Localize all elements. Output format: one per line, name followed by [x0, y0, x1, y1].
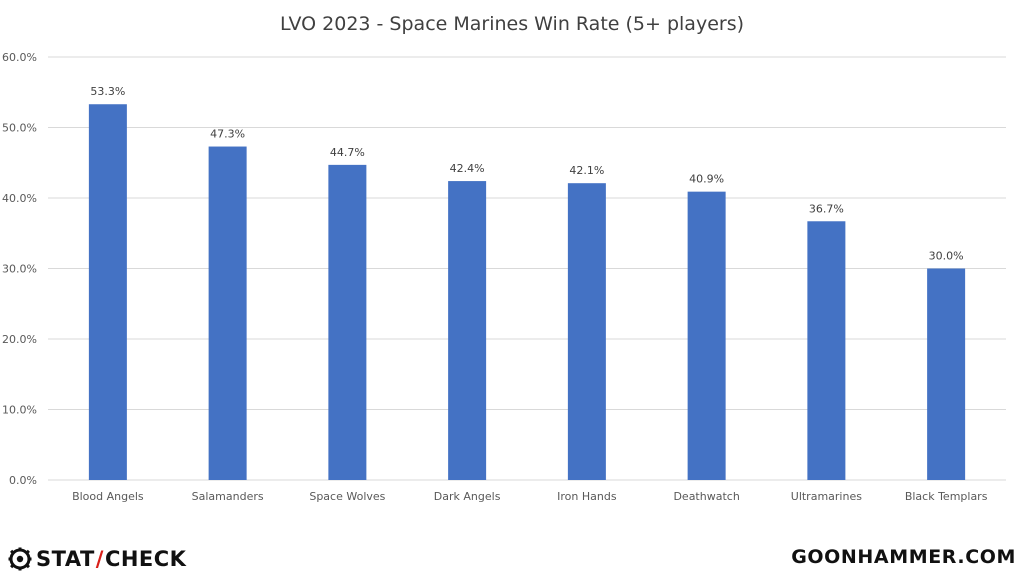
y-tick-label: 10.0%	[2, 404, 37, 417]
logo-slash: /	[95, 547, 104, 571]
bar	[927, 268, 966, 480]
data-label: 40.9%	[689, 173, 724, 186]
stat-check-wordmark: STAT / CHECK	[36, 547, 186, 571]
data-label: 36.7%	[809, 202, 844, 215]
gear-icon	[8, 547, 32, 571]
data-label: 42.1%	[569, 164, 604, 177]
x-tick-label: Salamanders	[192, 490, 264, 503]
y-tick-label: 0.0%	[9, 474, 37, 487]
chart-title: LVO 2023 - Space Marines Win Rate (5+ pl…	[280, 13, 744, 35]
footer: STAT / CHECK GOONHAMMER.COM	[0, 530, 1024, 576]
x-tick-label: Black Templars	[905, 490, 988, 503]
bar	[448, 181, 487, 480]
logo-stat-text: STAT	[36, 547, 95, 571]
bar	[807, 221, 846, 480]
bar	[208, 146, 247, 480]
chart-svg: LVO 2023 - Space Marines Win Rate (5+ pl…	[2, 13, 1006, 503]
x-tick-label: Iron Hands	[557, 490, 617, 503]
stat-check-logo: STAT / CHECK	[8, 544, 186, 574]
x-tick-label: Deathwatch	[673, 490, 739, 503]
bar	[328, 164, 367, 481]
goonhammer-logo: GOONHAMMER.COM	[791, 546, 1016, 568]
data-label: 30.0%	[929, 250, 964, 263]
bar	[687, 191, 726, 480]
data-label: 53.3%	[90, 85, 125, 98]
y-tick-label: 50.0%	[2, 122, 37, 135]
bar	[88, 104, 127, 481]
y-tick-label: 60.0%	[2, 51, 37, 64]
y-tick-label: 40.0%	[2, 192, 37, 205]
y-tick-label: 20.0%	[2, 333, 37, 346]
x-tick-label: Dark Angels	[434, 490, 501, 503]
x-tick-label: Blood Angels	[72, 490, 144, 503]
data-label: 42.4%	[450, 162, 485, 175]
bar	[567, 183, 606, 480]
logo-check-text: CHECK	[104, 547, 187, 571]
y-tick-label: 30.0%	[2, 263, 37, 276]
data-label: 47.3%	[210, 128, 245, 141]
x-tick-label: Space Wolves	[309, 490, 385, 503]
data-label: 44.7%	[330, 146, 365, 159]
bar-chart: LVO 2023 - Space Marines Win Rate (5+ pl…	[2, 13, 1006, 503]
x-tick-label: Ultramarines	[791, 490, 862, 503]
